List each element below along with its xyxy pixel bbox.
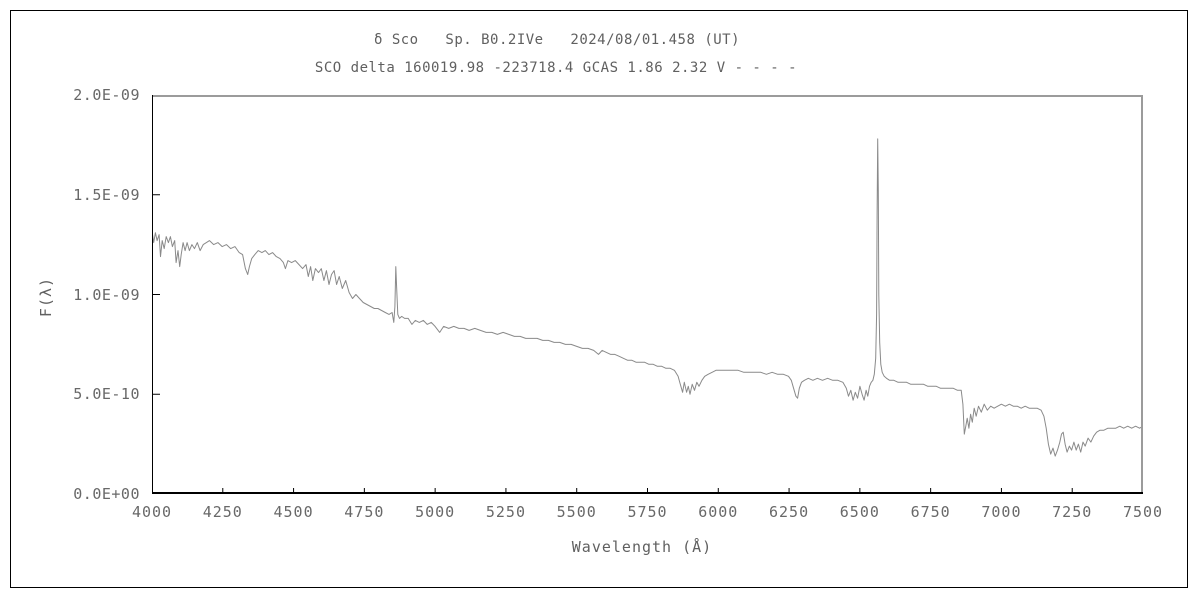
x-tick-label: 5250 (485, 503, 526, 521)
x-tick-label: 5000 (415, 503, 456, 521)
x-tick-label: 6000 (698, 503, 739, 521)
x-tick-label: 5750 (627, 503, 668, 521)
x-tick-label: 7000 (981, 503, 1022, 521)
y-tick-label: 2.0E-09 (73, 86, 140, 104)
y-tick-label: 1.5E-09 (73, 185, 140, 204)
x-axis-title: Wavelength (Å) (571, 538, 713, 556)
outer-frame (10, 10, 1188, 588)
chart-title: δ Sco Sp. B0.2IVe 2024/08/01.458 (UT) (373, 32, 741, 48)
x-tick-label: 4750 (344, 503, 385, 521)
y-tick-label: 0.0E+00 (73, 485, 140, 503)
x-tick-label: 6500 (839, 503, 880, 521)
x-tick-label: 5500 (556, 503, 597, 521)
x-tick-label: 6250 (769, 503, 810, 521)
x-tick-label: 4250 (202, 503, 243, 521)
x-tick-label: 7250 (1052, 503, 1093, 521)
spectrum-line (152, 138, 1143, 457)
y-axis-title: F(λ) (37, 276, 55, 318)
plot-area (152, 95, 1143, 494)
y-tick-label: 1.0E-09 (73, 285, 140, 304)
y-tick-label: 5.0E-10 (73, 385, 140, 404)
x-tick-label: 7500 (1122, 503, 1164, 521)
x-tick-label: 6750 (910, 503, 951, 521)
chart-subtitle: SCO delta 160019.98 -223718.4 GCAS 1.86 … (314, 60, 798, 76)
x-tick-label: 4500 (273, 503, 314, 521)
x-tick-label: 4000 (131, 503, 173, 521)
